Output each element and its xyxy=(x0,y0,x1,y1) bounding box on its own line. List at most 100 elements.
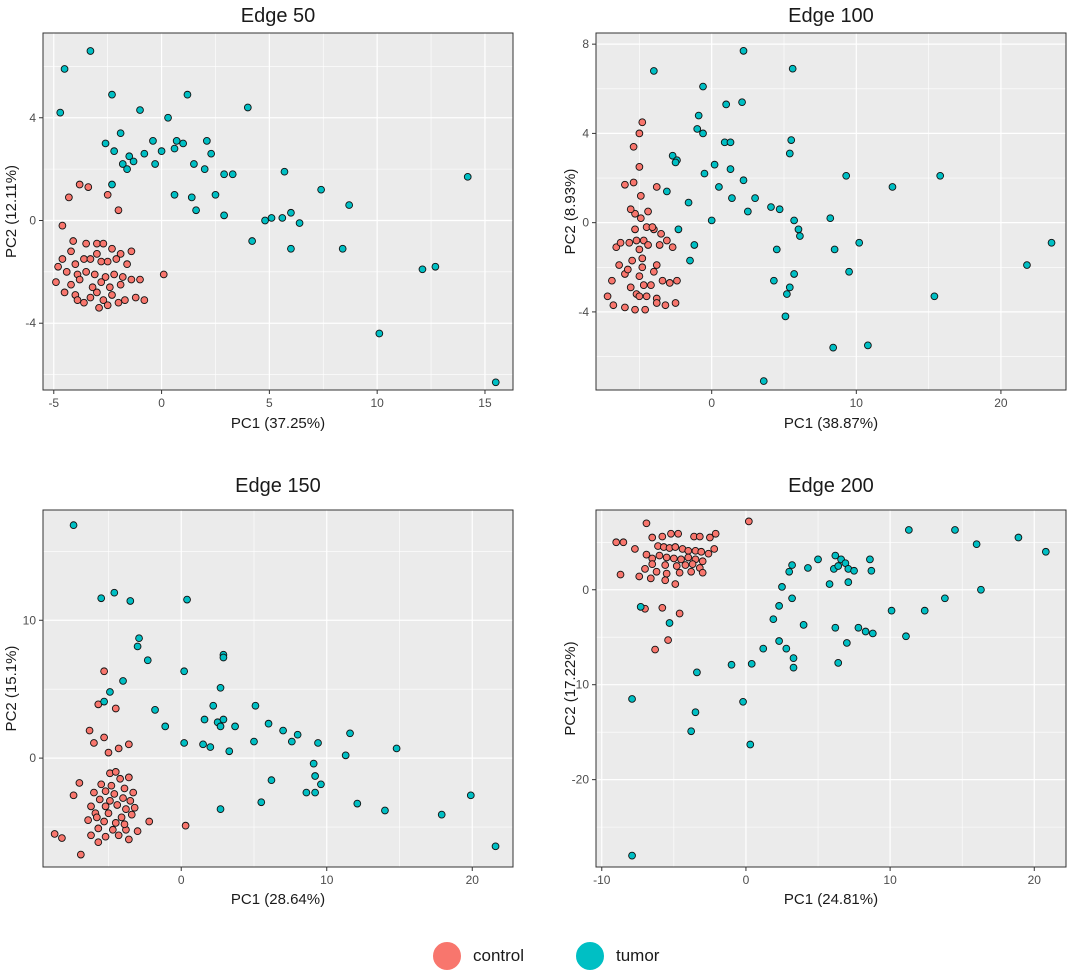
data-point-tumor xyxy=(866,555,874,564)
data-point-tumor xyxy=(200,165,209,173)
data-point-tumor xyxy=(686,256,694,265)
data-point-control xyxy=(615,261,623,269)
data-point-tumor xyxy=(279,726,287,735)
data-point-tumor xyxy=(345,201,353,209)
data-point-tumor xyxy=(257,798,266,807)
data-point-tumor xyxy=(170,144,179,153)
data-point-tumor xyxy=(293,730,302,739)
data-point-tumor xyxy=(180,667,188,676)
data-point-tumor xyxy=(867,566,876,575)
data-point-tumor xyxy=(772,245,781,254)
data-point-tumor xyxy=(829,343,838,352)
data-point-control xyxy=(94,824,103,833)
data-point-control xyxy=(114,831,123,840)
data-point-tumor xyxy=(671,158,680,167)
data-point-control xyxy=(110,790,119,798)
data-point-tumor xyxy=(125,152,134,161)
data-point-control xyxy=(145,817,154,826)
data-point-tumor xyxy=(726,165,735,173)
data-point-control xyxy=(698,568,707,577)
y-tick-label: 4 xyxy=(582,126,589,140)
legend-key-control xyxy=(433,942,461,970)
data-point-tumor xyxy=(831,623,840,632)
data-point-tumor xyxy=(1014,533,1023,542)
data-point-tumor xyxy=(743,207,752,216)
data-point-tumor xyxy=(728,194,736,202)
data-point-tumor xyxy=(977,585,985,594)
data-point-control xyxy=(90,739,98,747)
data-point-control xyxy=(116,774,124,783)
data-point-control xyxy=(97,257,106,266)
data-point-tumor xyxy=(775,602,783,610)
data-point-tumor xyxy=(143,656,152,665)
data-point-tumor xyxy=(834,659,843,667)
data-point-tumor xyxy=(243,103,252,112)
data-point-tumor xyxy=(1023,261,1031,269)
data-point-tumor xyxy=(216,683,225,692)
data-point-tumor xyxy=(747,659,756,668)
data-point-tumor xyxy=(199,740,207,749)
data-point-control xyxy=(665,279,674,287)
data-point-control xyxy=(662,569,671,578)
plot-border xyxy=(42,509,514,868)
data-point-control xyxy=(54,262,62,271)
data-point-control xyxy=(652,299,661,307)
data-point-control xyxy=(111,819,120,827)
chart-title: Edge 100 xyxy=(788,5,874,27)
data-point-tumor xyxy=(794,225,803,234)
data-point-control xyxy=(58,834,66,842)
data-point-control xyxy=(90,788,98,797)
data-point-control xyxy=(642,550,651,559)
data-point-control xyxy=(105,283,114,292)
data-point-tumor xyxy=(151,160,159,168)
data-point-control xyxy=(114,206,123,215)
data-point-tumor xyxy=(790,270,798,278)
data-point-tumor xyxy=(119,677,127,685)
chart-panel: 0 10 20 -4 0 4 8 Edge 100 PC1 (38.87%) PC2 (8.93%… xyxy=(562,5,1067,432)
data-point-control xyxy=(655,241,664,249)
chart-title: Edge 200 xyxy=(788,475,874,497)
data-point-tumor xyxy=(778,583,786,591)
data-point-control xyxy=(639,281,648,289)
data-point-control xyxy=(621,303,629,312)
data-point-control xyxy=(67,247,75,256)
data-point-control xyxy=(638,263,647,272)
data-point-control xyxy=(687,567,696,576)
data-point-tumor xyxy=(108,180,116,189)
data-point-control xyxy=(649,267,658,276)
x-tick-label: 0 xyxy=(743,873,750,887)
data-point-tumor xyxy=(796,232,804,240)
data-point-control xyxy=(612,538,621,547)
y-tick-label: 0 xyxy=(582,216,589,230)
data-point-tumor xyxy=(785,283,794,292)
data-point-tumor xyxy=(437,810,446,819)
data-point-control xyxy=(658,603,667,612)
data-point-tumor xyxy=(140,149,149,158)
data-point-control xyxy=(661,561,670,569)
data-point-tumor xyxy=(106,688,114,696)
data-point-tumor xyxy=(845,267,853,276)
data-point-tumor xyxy=(767,203,775,211)
data-point-control xyxy=(695,532,704,541)
data-point-control xyxy=(97,278,106,286)
data-point-control xyxy=(629,142,638,151)
data-point-control xyxy=(116,250,125,258)
data-point-tumor xyxy=(799,621,808,629)
data-point-control xyxy=(697,547,706,556)
data-point-tumor xyxy=(861,627,870,636)
data-point-tumor xyxy=(842,171,851,180)
data-point-control xyxy=(80,255,88,263)
data-point-control xyxy=(652,261,661,269)
data-point-tumor xyxy=(868,629,877,638)
data-point-tumor xyxy=(69,521,78,530)
data-point-control xyxy=(632,236,641,245)
data-point-tumor xyxy=(101,139,110,148)
data-point-tumor xyxy=(782,644,791,653)
data-point-tumor xyxy=(788,561,796,569)
data-point-control xyxy=(113,801,122,809)
data-point-control xyxy=(103,257,112,266)
data-point-tumor xyxy=(649,67,658,75)
data-point-tumor xyxy=(97,594,106,603)
data-point-tumor xyxy=(693,668,701,677)
data-point-tumor xyxy=(149,137,157,145)
